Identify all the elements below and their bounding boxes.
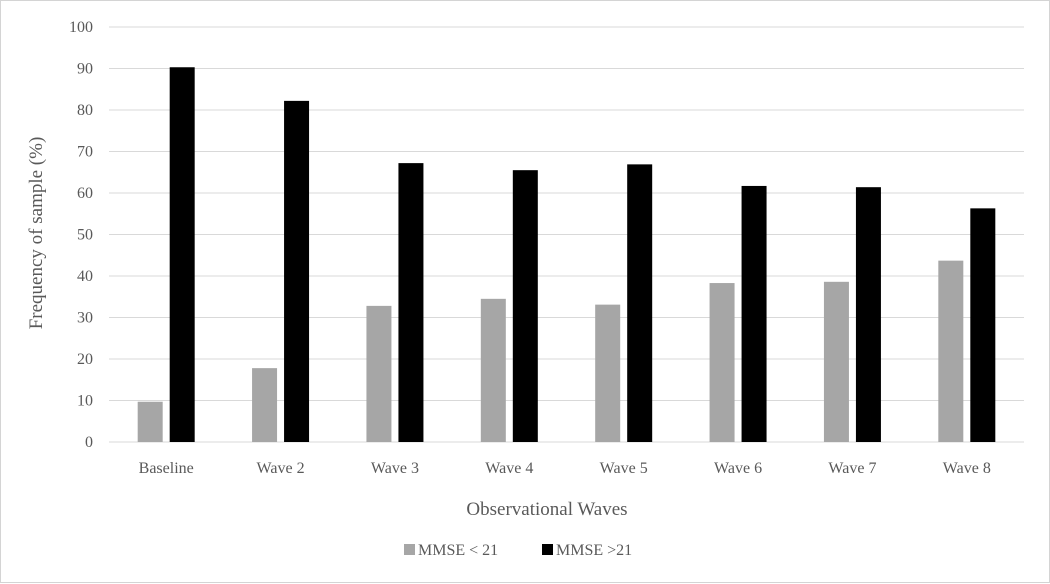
y-tick-label: 10 (77, 393, 93, 410)
legend: MMSE < 21 MMSE >21 (404, 542, 632, 559)
y-tick-label: 50 (77, 227, 93, 244)
y-tick-label: 100 (69, 19, 93, 36)
bar-mmse-below-21-wave-4 (480, 298, 506, 442)
bar-mmse-below-21-wave-8 (938, 260, 964, 442)
gridlines (109, 26, 1024, 443)
x-tick-label: Baseline (139, 460, 194, 477)
bar-mmse-below-21-wave-3 (366, 305, 392, 442)
x-tick-labels: Baseline Wave 2 Wave 3 Wave 4 Wave 5 Wave 6 Wa… (139, 460, 991, 477)
legend-label-mmse-below-21: MMSE < 21 (418, 542, 498, 559)
x-tick-label: Wave 4 (485, 460, 533, 477)
legend-swatch-mmse-below-21 (404, 544, 415, 555)
x-tick-label: Wave 5 (600, 460, 648, 477)
y-tick-label: 90 (77, 61, 93, 78)
x-tick-label: Wave 7 (828, 460, 876, 477)
x-tick-label: Wave 8 (943, 460, 991, 477)
x-tick-label: Wave 3 (371, 460, 419, 477)
y-tick-label: 30 (77, 310, 93, 327)
y-tick-label: 80 (77, 102, 93, 119)
bar-mmse-below-21-wave-2 (252, 368, 278, 442)
y-axis-title: Frequency of sample (%) (26, 137, 47, 330)
bar-mmse-below-21-wave-6 (709, 283, 735, 442)
legend-label-mmse-above-21: MMSE >21 (556, 542, 632, 559)
y-tick-label: 60 (77, 185, 93, 202)
bar-mmse-above-21-wave-5 (627, 164, 653, 443)
bars (137, 67, 996, 443)
y-tick-label: 0 (85, 434, 93, 451)
bar-mmse-above-21-wave-7 (855, 187, 881, 442)
bar-mmse-above-21-wave-4 (512, 170, 538, 443)
y-tick-label: 20 (77, 351, 93, 368)
bar-mmse-above-21-wave-3 (398, 163, 424, 442)
y-tick-label: 70 (77, 144, 93, 161)
legend-swatch-mmse-above-21 (542, 544, 553, 555)
bar-mmse-below-21-baseline (137, 401, 163, 442)
y-tick-label: 40 (77, 268, 93, 285)
bar-mmse-below-21-wave-5 (595, 304, 621, 442)
bar-mmse-below-21-wave-7 (823, 281, 849, 442)
x-tick-label: Wave 2 (257, 460, 305, 477)
bar-mmse-above-21-wave-2 (284, 100, 310, 443)
bar-mmse-above-21-wave-8 (970, 208, 996, 442)
bar-mmse-above-21-wave-6 (741, 185, 767, 442)
y-tick-labels: 0 10 20 30 40 50 60 70 80 90 100 (69, 19, 93, 451)
x-axis-title: Observational Waves (466, 499, 627, 520)
x-tick-label: Wave 6 (714, 460, 762, 477)
bar-mmse-above-21-baseline (169, 67, 195, 442)
